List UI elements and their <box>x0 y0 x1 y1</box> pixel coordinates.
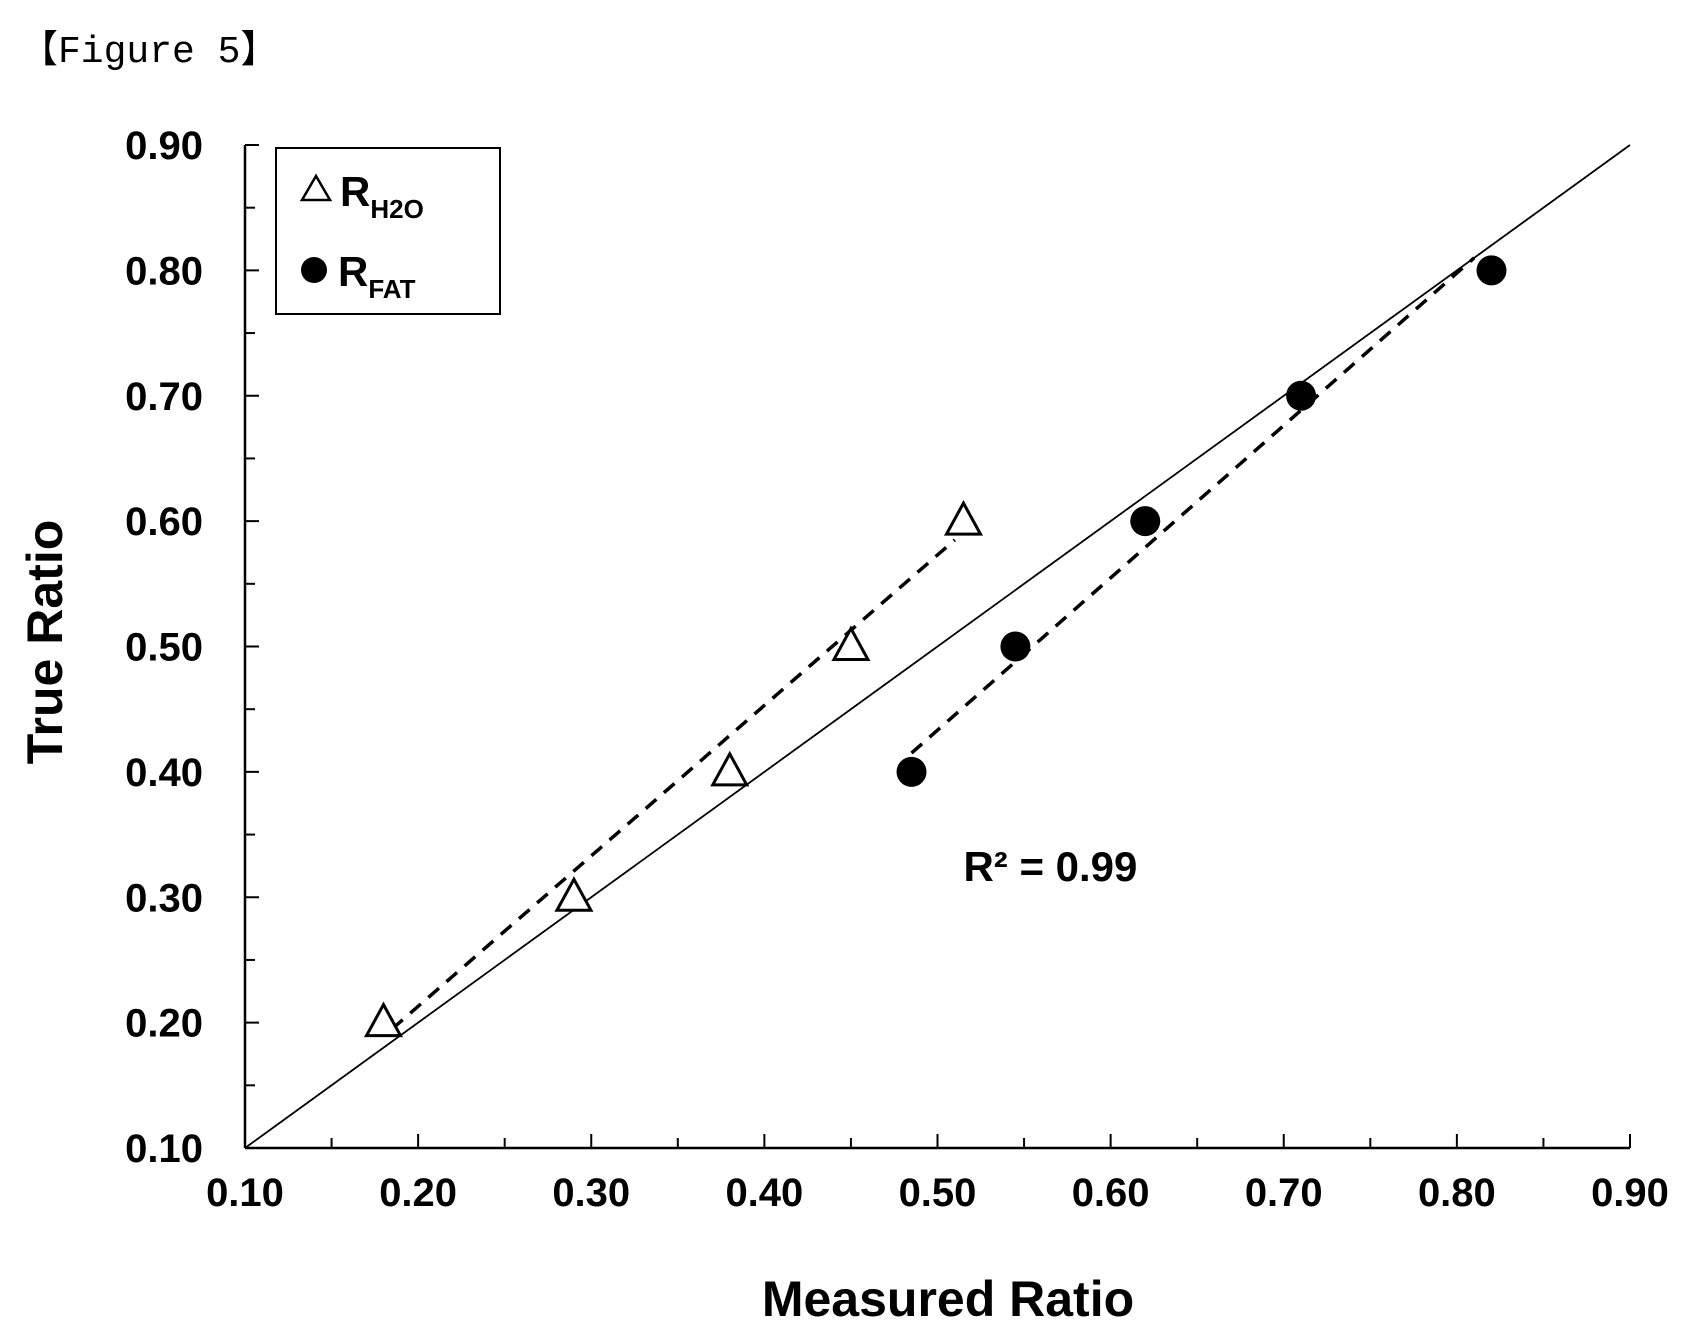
x-tick-label: 0.60 <box>1072 1171 1150 1215</box>
circle-legend-icon <box>301 257 327 283</box>
data-marks <box>363 255 1507 1038</box>
data-point-fat <box>1286 380 1317 411</box>
data-point-h2o <box>710 750 750 787</box>
trendline-fat <box>910 256 1476 755</box>
trendline-h2o <box>391 538 956 1031</box>
x-tick-label: 0.10 <box>206 1171 284 1215</box>
axes: 0.10 0.20 0.30 0.40 0.50 0.60 0.70 0.80 0.90 0.10… <box>125 124 1669 1215</box>
triangle-legend-icon <box>299 173 333 202</box>
legend-entry-fat: RFAT <box>338 248 416 304</box>
data-point-h2o <box>943 500 984 536</box>
y-axis-title: True Ratio <box>17 520 73 764</box>
data-point-fat <box>1476 255 1507 286</box>
data-point-h2o <box>363 1001 404 1038</box>
y-tick-label: 0.20 <box>125 1002 203 1046</box>
reference-line <box>244 144 1631 1149</box>
r-squared-annotation: R² = 0.99 <box>963 843 1137 890</box>
x-tick-label: 0.50 <box>899 1171 977 1215</box>
data-point-fat <box>896 756 927 787</box>
y-tick-label: 0.70 <box>125 375 203 419</box>
data-point-h2o <box>831 625 871 661</box>
legend-entry-h2o: RH2O <box>340 168 424 224</box>
x-tick-label: 0.40 <box>725 1171 803 1215</box>
x-tick-label: 0.30 <box>552 1171 630 1215</box>
x-axis-title: Measured Ratio <box>762 1271 1134 1327</box>
data-point-fat <box>1000 631 1031 662</box>
data-point-fat <box>1130 506 1161 537</box>
data-point-h2o <box>554 876 594 912</box>
y-tick-label: 0.40 <box>125 751 203 795</box>
y-tick-label: 0.50 <box>125 626 203 670</box>
y-tick-label: 0.30 <box>125 876 203 920</box>
x-tick-label: 0.70 <box>1245 1171 1323 1215</box>
legend-box <box>275 147 501 315</box>
figure-caption: 【Figure 5】 <box>20 31 279 74</box>
x-tick-label: 0.80 <box>1418 1171 1496 1215</box>
plot-area <box>244 144 1631 1149</box>
y-tick-label: 0.10 <box>125 1127 203 1171</box>
y-tick-label: 0.80 <box>125 249 203 293</box>
legend: RH2O RFAT <box>275 147 501 315</box>
y-tick-label: 0.60 <box>125 500 203 544</box>
x-tick-label: 0.90 <box>1591 1171 1669 1215</box>
x-tick-label: 0.20 <box>379 1171 457 1215</box>
y-tick-label: 0.90 <box>125 124 203 168</box>
